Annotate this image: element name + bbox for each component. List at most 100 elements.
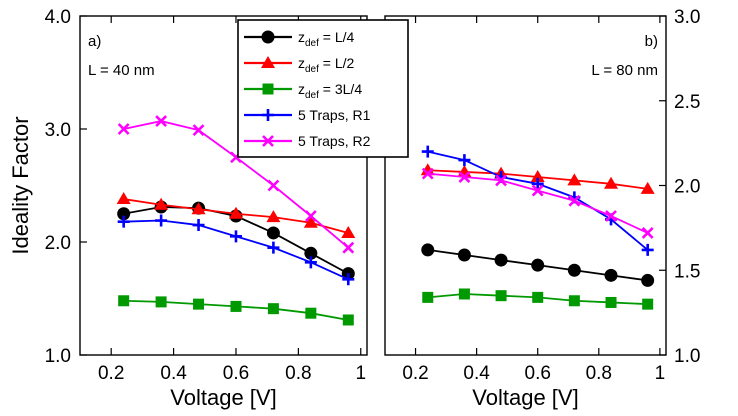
- legend-label-main-4: 5 Traps, R2: [298, 133, 371, 149]
- data-point-a-3-0: [117, 215, 130, 228]
- legend-label-sub-2: def: [305, 90, 319, 101]
- data-point-b-4-4: [568, 194, 581, 207]
- panel-a: 0.2 0.4 0.6 0.8 1 1.0 2.0 3.0 4.0 Voltage [V] Idea…: [8, 7, 368, 410]
- y-tick-label-a-1: 2.0: [45, 233, 71, 254]
- data-point-a-3-2: [192, 219, 205, 232]
- data-point-b-1-0: [420, 163, 435, 176]
- y-tick-label-b-4: 3.0: [674, 7, 700, 28]
- size-annotation-a: L = 40 nm: [88, 62, 155, 79]
- legend-label-main-1: z: [298, 55, 305, 71]
- data-point-a-1-4: [266, 210, 281, 223]
- x-tick-label-b-0: 0.2: [402, 363, 428, 384]
- data-point-a-4-4: [267, 179, 280, 192]
- data-point-a-1-1: [154, 197, 169, 210]
- data-point-a-3-1: [155, 214, 168, 227]
- y-tick-label-b-1: 1.5: [674, 261, 700, 282]
- data-point-a-3-5: [304, 256, 317, 269]
- data-point-b-4-5: [605, 210, 617, 222]
- data-point-a-1-3: [228, 206, 243, 219]
- legend-label-sub-1: def: [305, 64, 319, 75]
- data-point-b-4-1: [458, 171, 471, 183]
- legend-label-rest-0: = L/4: [319, 29, 355, 45]
- legend-label-main-0: z: [298, 29, 305, 45]
- legend-label-main-3: 5 Traps, R1: [298, 107, 371, 123]
- data-point-a-1-2: [191, 202, 206, 215]
- legend-label-3: 5 Traps, R1: [298, 107, 371, 123]
- data-point-a-2-1: [155, 296, 167, 308]
- data-point-b-0-4: [567, 263, 581, 277]
- data-point-b-3-6: [641, 243, 654, 256]
- data-point-a-2-5: [305, 307, 317, 319]
- data-point-b-3-0: [421, 145, 434, 158]
- data-point-b-4-6: [641, 227, 654, 239]
- data-point-a-2-3: [230, 300, 242, 312]
- x-tick-label-a-1: 0.4: [160, 363, 187, 384]
- y-tick-label-a-3: 4.0: [45, 7, 71, 28]
- data-point-b-2-4: [568, 295, 580, 307]
- y-tick-label-b-0: 1.0: [674, 346, 700, 367]
- y-axis-title-a: Ideality Factor: [8, 116, 33, 254]
- data-point-a-2-0: [118, 295, 130, 307]
- data-point-b-0-3: [531, 258, 545, 272]
- x-tick-label-b-3: 0.8: [586, 363, 612, 384]
- x-tick-label-b-1: 0.4: [463, 363, 490, 384]
- legend-label-2: zdef = 3L/4: [298, 81, 362, 101]
- data-point-b-0-6: [641, 273, 655, 287]
- data-point-a-2-4: [267, 303, 279, 315]
- panel-label-b: b): [645, 33, 658, 50]
- series-line-b-3: [427, 150, 649, 251]
- data-point-b-0-2: [494, 253, 508, 267]
- data-point-a-3-4: [267, 241, 280, 254]
- x-tick-label-a-4: 1: [355, 363, 366, 384]
- panel-label-a: a): [88, 33, 101, 50]
- legend-marker-1: [261, 56, 275, 68]
- size-annotation-b: L = 80 nm: [591, 62, 658, 79]
- plot-frame-a: [79, 15, 368, 356]
- legend-label-main-2: z: [298, 81, 305, 97]
- legend-label-1: zdef = L/2: [298, 55, 355, 75]
- data-point-b-2-3: [532, 291, 544, 303]
- data-point-a-2-2: [193, 298, 205, 310]
- legend-label-4: 5 Traps, R2: [298, 133, 371, 149]
- data-point-b-1-6: [640, 181, 655, 194]
- data-point-b-1-3: [530, 170, 545, 183]
- data-point-a-4-1: [155, 115, 168, 128]
- data-point-a-4-6: [342, 241, 355, 254]
- data-point-b-2-2: [495, 290, 507, 302]
- data-point-b-2-5: [605, 296, 617, 308]
- legend-marker-0: [261, 30, 275, 44]
- data-point-a-4-5: [304, 210, 317, 222]
- legend-label-rest-2: = 3L/4: [319, 81, 362, 97]
- y-tick-label-b-2: 2.0: [674, 177, 700, 198]
- data-point-a-3-6: [342, 273, 355, 286]
- data-point-b-2-0: [422, 291, 434, 303]
- legend-marker-3: [262, 109, 274, 121]
- data-point-b-1-4: [567, 173, 582, 186]
- x-tick-label-b-2: 0.6: [525, 363, 551, 384]
- x-axis-title-b: Voltage [V]: [472, 385, 578, 410]
- data-point-a-0-5: [304, 246, 318, 260]
- data-point-a-2-6: [342, 314, 354, 326]
- data-point-b-4-0: [421, 167, 434, 180]
- x-tick-label-a-0: 0.2: [98, 363, 124, 384]
- x-tick-label-a-3: 0.8: [285, 363, 311, 384]
- legend-label-0: zdef = L/4: [298, 29, 355, 49]
- panel-b: 0.2 0.4 0.6 0.8 1 1.0 1.5 2.0 2.5 3.0 Voltage [V] b…: [384, 7, 700, 410]
- data-point-b-2-6: [642, 298, 654, 310]
- x-tick-label-a-2: 0.6: [223, 363, 249, 384]
- data-point-a-1-5: [303, 215, 318, 228]
- x-axis-title-a: Voltage [V]: [170, 385, 276, 410]
- x-tick-label-b-4: 1: [655, 363, 666, 384]
- data-point-a-0-4: [266, 226, 280, 240]
- data-point-b-1-5: [604, 176, 619, 189]
- data-point-b-0-0: [421, 243, 435, 257]
- legend-marker-2: [262, 83, 274, 95]
- data-point-b-3-3: [531, 177, 544, 190]
- data-point-b-4-3: [531, 184, 544, 197]
- data-point-a-0-0: [117, 207, 131, 221]
- legend-marker-4: [262, 135, 274, 147]
- data-point-b-4-2: [495, 174, 507, 187]
- y-tick-label-a-0: 1.0: [45, 346, 71, 367]
